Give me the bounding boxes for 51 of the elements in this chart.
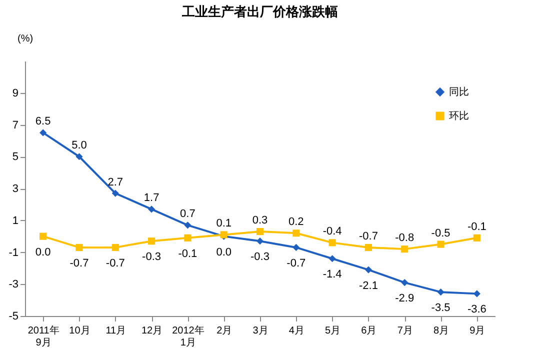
x-tick-label: 8月 <box>433 326 450 336</box>
data-label: -0.7 <box>286 257 306 270</box>
data-label: -0.3 <box>250 251 270 264</box>
data-label: -0.8 <box>395 232 414 244</box>
data-label: 0.0 <box>35 246 51 258</box>
legend-label: 环比 <box>449 110 469 122</box>
data-label: -0.7 <box>70 257 89 270</box>
x-tick-label: 2月 <box>216 326 232 336</box>
data-label: -0.7 <box>106 257 125 270</box>
y-axis-title: (%) <box>18 34 34 44</box>
data-label: -2.9 <box>395 292 414 305</box>
chart-title: 工业生产者出厂价格涨跌幅 <box>181 4 338 19</box>
x-tick-label: 7月 <box>397 326 413 336</box>
data-label: -2.1 <box>358 280 378 292</box>
y-tick-label: -3 <box>8 278 18 291</box>
data-label: -0.7 <box>358 230 378 242</box>
data-label: 0.3 <box>252 214 268 227</box>
x-tick-label: 6月 <box>361 326 377 336</box>
data-label: -0.4 <box>322 226 342 238</box>
x-tick-label: 9月 <box>470 326 486 336</box>
y-tick-label: -5 <box>8 310 18 322</box>
data-label: -0.5 <box>431 227 450 240</box>
data-label: 2.7 <box>108 176 124 188</box>
data-label: -3.5 <box>431 302 450 314</box>
x-tick-label: 4月 <box>288 326 304 336</box>
data-label: 0.0 <box>216 246 232 258</box>
legend-label: 同比 <box>449 86 469 98</box>
y-tick-label: 7 <box>12 119 18 132</box>
x-tick-label: 5月 <box>325 326 341 336</box>
data-label: -0.3 <box>142 251 162 264</box>
data-label: 0.2 <box>288 216 304 228</box>
x-tick-label: 12月 <box>141 326 163 336</box>
data-label: 0.1 <box>216 218 232 230</box>
data-label: 5.0 <box>72 140 87 152</box>
y-tick-label: 5 <box>12 151 18 164</box>
data-label: -0.1 <box>467 220 486 233</box>
x-tick-label: 2012年 1月 <box>172 324 204 348</box>
data-label: 0.7 <box>180 208 196 220</box>
data-label: -0.1 <box>178 248 198 260</box>
data-label: 6.5 <box>35 116 51 128</box>
data-label: -3.6 <box>467 304 486 316</box>
y-tick-label: 9 <box>12 87 18 100</box>
x-tick-label: 2011年 9月 <box>28 324 60 348</box>
data-label: -1.4 <box>322 268 342 281</box>
x-tick-label: 11月 <box>106 326 126 336</box>
y-tick-label: 3 <box>12 183 18 195</box>
x-tick-label: 10月 <box>69 326 90 336</box>
y-tick-label: -1 <box>8 246 18 259</box>
x-tick-label: 3月 <box>252 326 268 336</box>
y-tick-label: 1 <box>12 214 18 227</box>
data-label: 1.7 <box>144 192 160 204</box>
